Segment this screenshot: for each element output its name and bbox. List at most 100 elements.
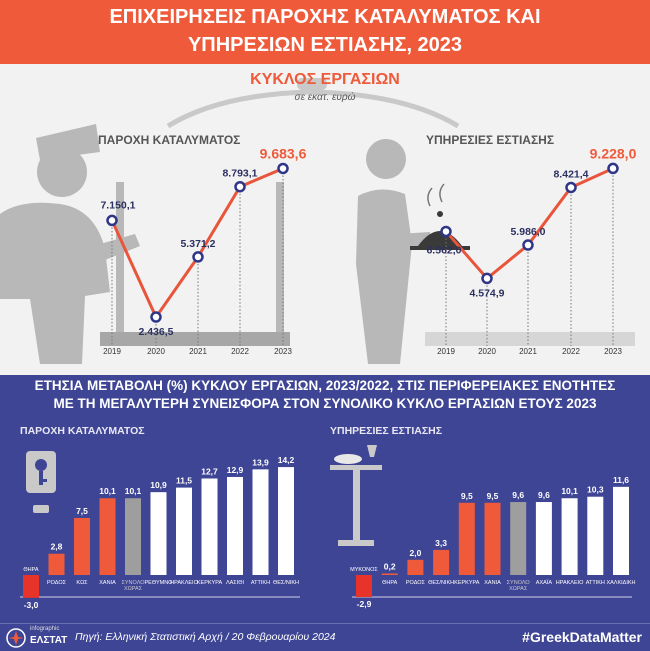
data-label-accommodation: 5.371,2: [180, 238, 215, 250]
line-chart-title-accommodation: ΠΑΡΟΧΗ ΚΑΤΑΛΥΜΑΤΟΣ: [98, 133, 240, 147]
bar-bar-food-services: [458, 502, 475, 575]
bar-bar-accommodation: [278, 467, 294, 575]
series-line-food-services: [444, 167, 614, 281]
bar-category-label-bar-food-services: ΗΡΑΚΛΕΙΟ: [556, 580, 584, 586]
bar-bar-food-services: [484, 502, 501, 575]
bar-category-label-bar-food-services: ΡΟΔΟΣ: [406, 580, 426, 586]
bar-category-label-bar-accommodation: ΑΤΤΙΚΗ: [251, 580, 270, 586]
bar-bar-food-services: [407, 559, 424, 575]
data-point-food-services: [440, 225, 452, 238]
data-label-food-services: 6.562,0: [426, 244, 461, 256]
data-point-food-services: [481, 272, 493, 285]
bar-bar-food-services: [510, 502, 527, 575]
bar-bar-food-services: [587, 496, 604, 575]
year-tick-food-services: 2023: [604, 347, 622, 356]
annual-change-bar-charts: ΠΑΡΟΧΗ ΚΑΤΑΛΥΜΑΤΟΣ -3,0 ΘΗΡΑ 2,8 ΡΟΔΟΣ 7,5 ΚΩΣ…: [20, 425, 636, 610]
hashtag: #GreekDataMatter: [522, 629, 642, 645]
annual-change-title-line2: ΜΕ ΤΗ ΜΕΓΑΛΥΤΕΡΗ ΣΥΝΕΙΣΦΟΡΑ ΣΤΟΝ ΣΥΝΟΛΙΚ…: [53, 396, 597, 411]
bar-bar-accommodation: [201, 478, 218, 575]
bar-category-label-bar-food-services: ΧΑΛΚΙΔΙΚΗ: [606, 580, 635, 586]
bar-value-label-bar-food-services: 11,6: [613, 475, 629, 485]
year-tick-accommodation: 2020: [147, 347, 165, 356]
line-chart-title-food-services: ΥΠΗΡΕΣΙΕΣ ΕΣΤΙΑΣΗΣ: [426, 133, 554, 147]
page-title-line2: ΥΠΗΡΕΣΙΩΝ ΕΣΤΙΑΣΗΣ, 2023: [187, 34, 463, 56]
bar-value-label-bar-accommodation: -3,0: [24, 600, 39, 610]
bar-value-label-bar-food-services: 9,6: [512, 490, 524, 500]
bar-category-label-bar-accommodation: ΣΥΝΟΛΟ ΧΩΡΑΣ: [121, 580, 145, 592]
cloche-icon: [410, 183, 470, 250]
year-tick-accommodation: 2022: [231, 347, 249, 356]
bar-bar-accommodation: [23, 575, 39, 598]
bar-category-label-bar-accommodation: ΧΑΝΙΑ: [99, 580, 116, 586]
year-tick-food-services: 2022: [562, 347, 580, 356]
bar-value-label-bar-accommodation: 13,9: [252, 457, 269, 467]
bar-value-label-bar-food-services: 9,5: [461, 491, 473, 501]
bar-value-label-bar-accommodation: 14,2: [278, 455, 295, 465]
footer: infographic ΕΛΣΤΑΤ Πηγή: Ελληνική Στατισ…: [0, 623, 650, 651]
data-point-accommodation: [192, 251, 204, 263]
data-point-food-services: [607, 162, 619, 175]
year-tick-accommodation: 2023: [274, 347, 292, 356]
bellhop-figure-icon: [0, 124, 140, 364]
bar-category-label-bar-food-services: ΧΑΝΙΑ: [484, 580, 501, 586]
page-title-line1: ΕΠΙΧΕΙΡΗΣΕΙΣ ΠΑΡΟΧΗΣ ΚΑΤΑΛΥΜΑΤΟΣ ΚΑΙ: [109, 6, 541, 28]
year-tick-accommodation: 2021: [189, 347, 207, 356]
year-tick-accommodation: 2019: [103, 347, 121, 356]
bar-bar-food-services: [381, 573, 398, 575]
bar-value-label-bar-accommodation: 7,5: [76, 506, 88, 516]
bar-category-label-bar-food-services: ΑΧΑΪΑ: [536, 579, 553, 586]
bar-category-label-bar-food-services: ΑΤΤΙΚΗ: [586, 580, 605, 586]
bar-bar-food-services: [433, 549, 450, 575]
bar-category-label-bar-accommodation: ΚΕΡΚΥΡΑ: [197, 580, 223, 586]
bar-value-label-bar-accommodation: 10,1: [99, 486, 116, 496]
turnover-unit: σε εκατ. ευρώ: [294, 92, 356, 103]
bar-value-label-bar-food-services: 3,3: [435, 538, 447, 548]
bar-category-label-bar-food-services: ΘΕΣ/ΝΙΚΗ: [428, 580, 454, 586]
elstat-logo-icon: [6, 628, 26, 648]
bell-knob-icon: [297, 78, 327, 90]
bar-chart-title-bar-accommodation: ΠΑΡΟΧΗ ΚΑΤΑΛΥΜΑΤΟΣ: [20, 425, 145, 437]
annual-change-title-line1: ΕΤΗΣΙΑ ΜΕΤΑΒΟΛΗ (%) ΚΥΚΛΟΥ ΕΡΓΑΣΙΩΝ, 202…: [34, 378, 616, 393]
dining-table-icon: [330, 445, 382, 546]
annual-change-illustration: [20, 445, 632, 598]
bar-value-label-bar-food-services: -2,9: [357, 599, 372, 609]
key-icon: [26, 451, 56, 513]
bar-bar-food-services: [356, 575, 372, 598]
bar-category-label-bar-food-services: ΜΥΚΟΝΟΣ: [350, 567, 378, 573]
year-tick-food-services: 2021: [519, 347, 537, 356]
bar-category-label-bar-food-services: ΘΗΡΑ: [382, 580, 398, 586]
bar-bar-accommodation: [176, 487, 192, 575]
turnover-section: ΚΥΚΛΟΣ ΕΡΓΑΣΙΩΝ σε εκατ. ευρώ ΠΑΡΟΧΗ ΚΑΤ…: [0, 64, 650, 375]
bar-value-label-bar-accommodation: 2,8: [51, 542, 63, 552]
bar-category-label-bar-accommodation: ΘΗΡΑ: [23, 567, 39, 573]
bar-value-label-bar-accommodation: 11,5: [176, 476, 192, 486]
header-banner: ΕΠΙΧΕΙΡΗΣΕΙΣ ΠΑΡΟΧΗΣ ΚΑΤΑΛΥΜΑΤΟΣ ΚΑΙ ΥΠΗ…: [0, 0, 650, 64]
bar-value-label-bar-food-services: 10,1: [561, 486, 578, 496]
brand-name: ΕΛΣΤΑΤ: [30, 635, 68, 646]
data-point-food-services: [522, 239, 534, 251]
data-label-food-services: 4.574,9: [469, 287, 504, 299]
year-tick-food-services: 2019: [437, 347, 455, 356]
bar-category-label-bar-accommodation: ΡΕΘΥΜΝΟ: [145, 580, 174, 586]
data-point-accommodation: [277, 162, 289, 175]
bar-category-label-bar-accommodation: ΗΡΑΚΛΕΙΟ: [170, 580, 198, 586]
bar-category-label-bar-food-services: ΚΕΡΚΥΡΑ: [454, 580, 480, 586]
turnover-title: ΚΥΚΛΟΣ ΕΡΓΑΣΙΩΝ: [250, 71, 400, 88]
data-label-accommodation: 9.683,6: [260, 145, 307, 161]
waiter-figure-icon: [356, 139, 432, 364]
data-point-food-services: [565, 181, 577, 194]
data-label-accommodation: 7.150,1: [100, 199, 135, 211]
bar-value-label-bar-food-services: 10,3: [587, 485, 604, 495]
bar-bar-accommodation: [74, 518, 90, 575]
bar-bar-food-services: [561, 498, 578, 575]
data-label-food-services: 9.228,0: [590, 145, 637, 161]
bar-value-label-bar-accommodation: 10,9: [150, 480, 167, 490]
data-point-accommodation: [106, 214, 118, 227]
bar-category-label-bar-food-services: ΣΥΝΟΛΟ ΧΩΡΑΣ: [507, 580, 531, 592]
annual-change-section: ΕΤΗΣΙΑ ΜΕΤΑΒΟΛΗ (%) ΚΥΚΛΟΥ ΕΡΓΑΣΙΩΝ, 202…: [0, 375, 650, 623]
bar-bar-food-services: [535, 502, 552, 575]
data-label-accommodation: 2.436,5: [138, 326, 173, 338]
brand-small: infographic: [30, 626, 60, 632]
bar-value-label-bar-accommodation: 12,9: [227, 465, 244, 475]
